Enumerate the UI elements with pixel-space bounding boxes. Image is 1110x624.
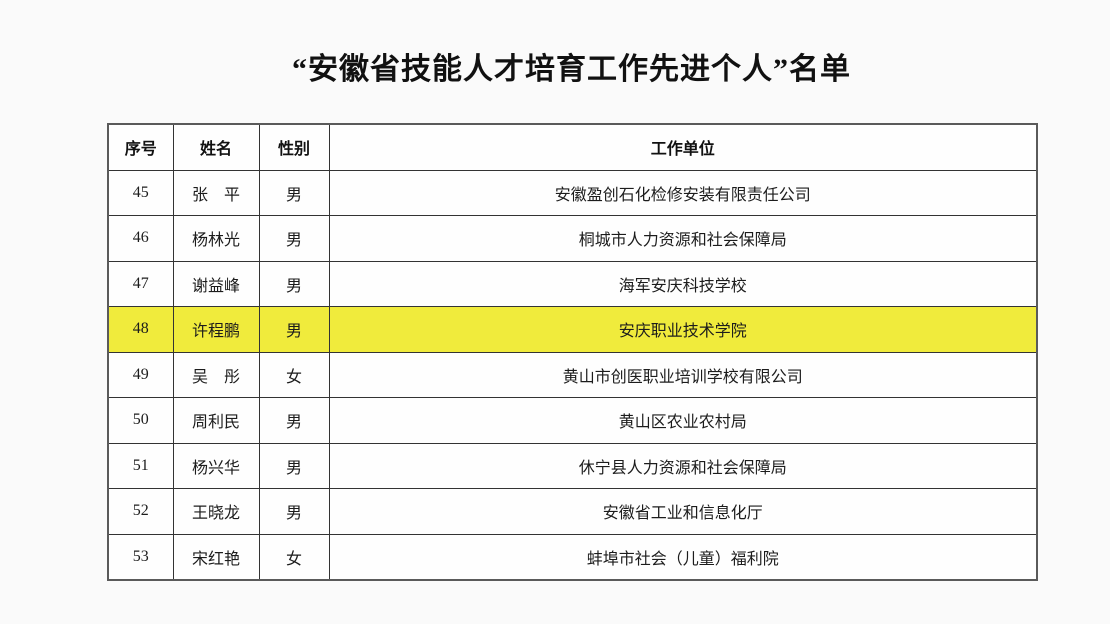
cell-name: 谢益峰 <box>172 260 260 307</box>
cell-unit: 安徽盈创石化检修安装有限责任公司 <box>328 169 1038 216</box>
awardees-table: 序号 姓名 性别 工作单位 45 张 平 男 安徽盈创石化检修安装有限责任公司 … <box>107 123 1038 581</box>
cell-gender: 男 <box>258 442 330 489</box>
cell-name: 王晓龙 <box>172 488 260 535</box>
table-row: 51 杨兴华 男 休宁县人力资源和社会保障局 <box>107 442 1038 489</box>
column-header-no: 序号 <box>107 123 174 171</box>
cell-gender: 女 <box>258 351 330 398</box>
column-header-gender: 性别 <box>258 123 330 171</box>
cell-no: 52 <box>107 488 174 535</box>
table-row-highlighted: 48 许程鹏 男 安庆职业技术学院 <box>107 306 1038 353</box>
cell-unit: 桐城市人力资源和社会保障局 <box>328 215 1038 262</box>
cell-name: 周利民 <box>172 397 260 444</box>
cell-gender: 男 <box>258 306 330 353</box>
column-header-unit: 工作单位 <box>328 123 1038 171</box>
cell-no: 49 <box>107 351 174 398</box>
cell-no: 45 <box>107 169 174 216</box>
cell-unit: 蚌埠市社会（儿童）福利院 <box>328 533 1038 581</box>
column-header-name: 姓名 <box>172 123 260 171</box>
cell-unit: 安庆职业技术学院 <box>328 306 1038 353</box>
cell-no: 53 <box>107 533 174 581</box>
cell-name: 许程鹏 <box>172 306 260 353</box>
table-row: 50 周利民 男 黄山区农业农村局 <box>107 397 1038 444</box>
cell-gender: 男 <box>258 260 330 307</box>
cell-unit: 休宁县人力资源和社会保障局 <box>328 442 1038 489</box>
table-row: 53 宋红艳 女 蚌埠市社会（儿童）福利院 <box>107 533 1038 581</box>
cell-unit: 黄山市创医职业培训学校有限公司 <box>328 351 1038 398</box>
cell-unit: 黄山区农业农村局 <box>328 397 1038 444</box>
cell-no: 51 <box>107 442 174 489</box>
cell-unit: 安徽省工业和信息化厅 <box>328 488 1038 535</box>
table-row: 46 杨林光 男 桐城市人力资源和社会保障局 <box>107 215 1038 262</box>
cell-gender: 男 <box>258 488 330 535</box>
cell-no: 46 <box>107 215 174 262</box>
cell-name: 杨林光 <box>172 215 260 262</box>
table-row: 49 吴 彤 女 黄山市创医职业培训学校有限公司 <box>107 351 1038 398</box>
cell-name: 宋红艳 <box>172 533 260 581</box>
cell-no: 48 <box>107 306 174 353</box>
cell-gender: 女 <box>258 533 330 581</box>
cell-unit: 海军安庆科技学校 <box>328 260 1038 307</box>
cell-name: 吴 彤 <box>172 351 260 398</box>
table-header-row: 序号 姓名 性别 工作单位 <box>107 123 1038 171</box>
cell-gender: 男 <box>258 397 330 444</box>
cell-no: 47 <box>107 260 174 307</box>
table-row: 52 王晓龙 男 安徽省工业和信息化厅 <box>107 488 1038 535</box>
cell-no: 50 <box>107 397 174 444</box>
cell-name: 杨兴华 <box>172 442 260 489</box>
cell-name: 张 平 <box>172 169 260 216</box>
cell-gender: 男 <box>258 215 330 262</box>
page-title: “安徽省技能人才培育工作先进个人”名单 <box>292 53 851 86</box>
table-row: 47 谢益峰 男 海军安庆科技学校 <box>107 260 1038 307</box>
table-row: 45 张 平 男 安徽盈创石化检修安装有限责任公司 <box>107 169 1038 216</box>
cell-gender: 男 <box>258 169 330 216</box>
